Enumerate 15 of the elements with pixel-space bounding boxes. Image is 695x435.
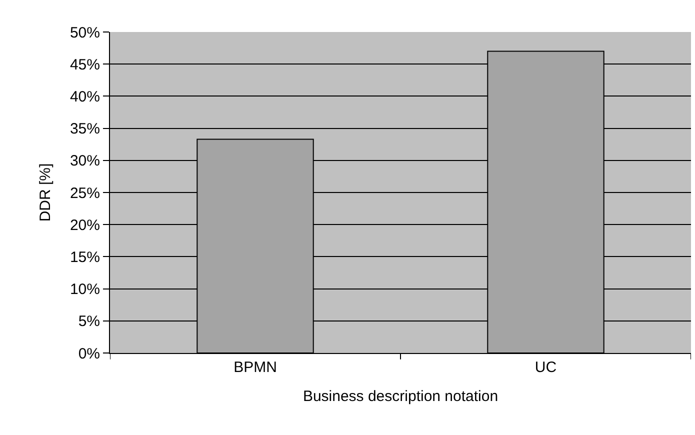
y-tick-label: 45% [70, 56, 100, 74]
y-tick-label: 15% [70, 248, 100, 266]
y-tick-label: 40% [70, 88, 100, 106]
y-tick-label: 5% [78, 313, 100, 330]
y-tick-label: 20% [70, 216, 100, 234]
x-tick-label: BPMN [234, 359, 277, 376]
y-tick-label: 30% [70, 152, 100, 170]
x-axis-title: Business description notation [302, 388, 498, 405]
y-tick-label: 0% [78, 345, 100, 362]
y-tick-label: 50% [70, 24, 100, 42]
y-tick-label: 10% [70, 281, 100, 298]
x-tick-label: UC [534, 359, 557, 376]
y-axis-title: DDR [%] [37, 163, 54, 222]
y-tick-label: 25% [70, 184, 100, 202]
y-tick-label: 35% [70, 120, 100, 138]
